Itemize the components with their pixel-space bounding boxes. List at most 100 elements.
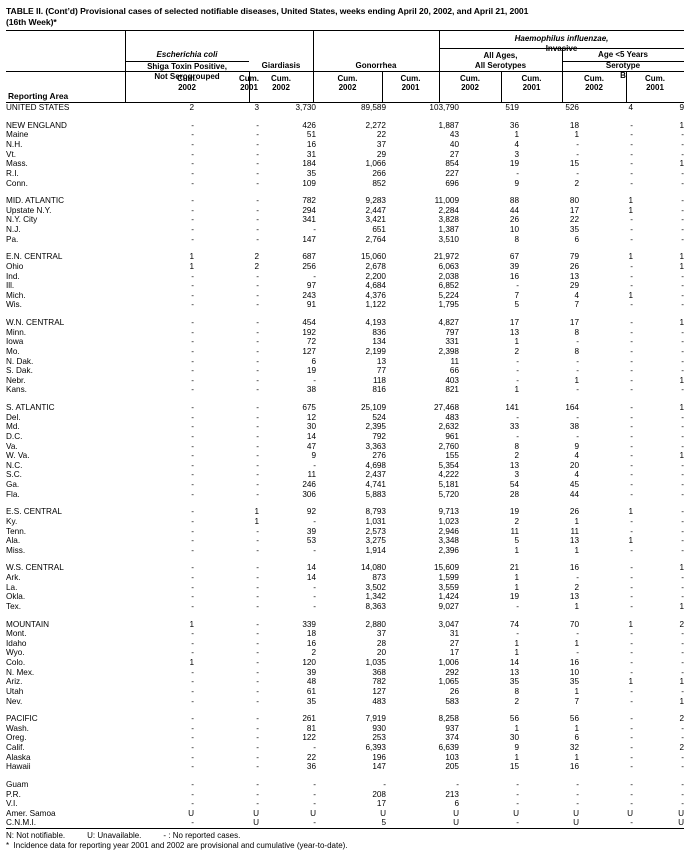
row-value-col6: -	[516, 799, 519, 809]
row-value-col5: 483	[445, 412, 459, 422]
row-value-col4: 852	[372, 178, 386, 188]
row-value-col6: 1	[514, 638, 519, 648]
row-value-col7: -	[576, 149, 579, 159]
row-value-col5: U	[453, 808, 459, 818]
row-value-col8: 1	[628, 252, 633, 262]
row-value-col7: 526	[519, 102, 579, 113]
row-value-col2: -	[256, 638, 259, 648]
row-value-col8: -	[630, 789, 633, 799]
row-value-col3: 51	[306, 130, 316, 140]
row-value-col5: 8,258	[438, 714, 460, 724]
row-value-col9: -	[681, 592, 684, 602]
row-value-col8: -	[630, 178, 633, 188]
row-value-col1: -	[191, 375, 194, 385]
row-value-col5: 2,632	[438, 422, 460, 432]
row-area-label: Upstate N.Y.	[6, 205, 52, 215]
row-value-col7: 16	[569, 563, 579, 573]
row-value-col8: -	[630, 696, 633, 706]
row-area-label: N.C.	[6, 460, 23, 470]
header-col-8-year: 2002	[585, 83, 603, 93]
header-group-age5: Age <5 Years	[598, 50, 648, 60]
row-value-col2: -	[256, 714, 259, 724]
table-row: Miss. - - - 1,914 2,396 1 1 - -	[6, 546, 684, 556]
table-row-spacer	[6, 612, 684, 620]
row-value-col6: 36	[509, 120, 519, 130]
row-value-col9: -	[681, 441, 684, 451]
row-value-col5: -	[456, 779, 459, 789]
table-row: Oreg. - - 122 253 374 30 6 - -	[6, 733, 684, 743]
row-value-col6: 8	[514, 234, 519, 244]
row-value-col5: 31	[449, 629, 459, 639]
row-value-col4: 147	[372, 762, 386, 772]
row-value-col6: -	[516, 629, 519, 639]
row-value-col3: 36	[306, 762, 316, 772]
row-value-col1: 1	[189, 261, 194, 271]
row-value-col2: -	[256, 318, 259, 328]
row-value-col4: 8,363	[365, 601, 387, 611]
row-value-col9: U	[678, 808, 684, 818]
row-value-col6: -	[516, 412, 519, 422]
row-value-col7: 79	[569, 252, 579, 262]
table-row: Fla. - - 306 5,883 5,720 28 44 - -	[6, 490, 684, 500]
row-value-col7: 17	[569, 205, 579, 215]
row-value-col4: 2,573	[365, 526, 387, 536]
row-value-col7: 35	[569, 677, 579, 687]
table-row: La. - - - 3,502 3,559 1 2 - -	[6, 583, 684, 593]
row-value-col8: -	[630, 762, 633, 772]
row-value-col5: 66	[449, 366, 459, 376]
row-value-col9: -	[681, 168, 684, 178]
row-value-col2: -	[256, 234, 259, 244]
row-value-col1: -	[191, 385, 194, 395]
row-value-col7: 8	[574, 346, 579, 356]
row-value-col3: 61	[306, 686, 316, 696]
row-value-col5: 5,181	[438, 480, 460, 490]
table-row: Amer. Samoa U U U U U U U U U	[6, 809, 684, 819]
row-value-col7: 4	[574, 470, 579, 480]
row-value-col6: 3	[514, 470, 519, 480]
row-value-col5: 292	[445, 667, 459, 677]
row-value-col4: 782	[372, 677, 386, 687]
row-value-col7: 1	[574, 516, 579, 526]
row-value-col6: 1	[514, 385, 519, 395]
row-value-col6: 35	[509, 677, 519, 687]
row-value-col2: 1	[254, 516, 259, 526]
row-value-col1: -	[191, 431, 194, 441]
row-value-col4: 2,395	[365, 422, 387, 432]
row-value-col8: 1	[628, 619, 633, 629]
row-value-col8: -	[630, 658, 633, 668]
row-value-col1: -	[191, 234, 194, 244]
table-row: S.C. - - 11 2,437 4,222 3 4 - -	[6, 470, 684, 480]
row-value-col2: -	[256, 536, 259, 546]
header-vrule-5	[382, 71, 383, 104]
row-value-col8: -	[630, 318, 633, 328]
row-value-col7: -	[576, 412, 579, 422]
row-value-col9: -	[681, 733, 684, 743]
table-row-spacer	[6, 113, 684, 121]
row-value-col5: 40	[449, 140, 459, 150]
row-area-label: Maine	[6, 130, 29, 140]
row-area-label: PACIFIC	[6, 714, 38, 724]
row-value-col8: -	[630, 356, 633, 366]
row-value-col3: 246	[302, 480, 316, 490]
header-group-giardiasis: Giardiasis	[261, 61, 301, 71]
row-value-col4: 836	[372, 327, 386, 337]
row-value-col2: U	[253, 808, 259, 818]
row-value-col1: U	[188, 808, 194, 818]
row-value-col3: 22	[306, 752, 316, 762]
table-row: MID. ATLANTIC - - 782 9,283 11,009 88 80 1 -	[6, 196, 684, 206]
row-value-col5: 937	[445, 723, 459, 733]
row-value-col8: -	[630, 686, 633, 696]
row-value-col3: 454	[302, 318, 316, 328]
row-value-col8: -	[630, 346, 633, 356]
row-value-col8: -	[630, 629, 633, 639]
row-value-col3: 12	[306, 412, 316, 422]
row-value-col2: -	[256, 178, 259, 188]
row-value-col2: -	[256, 159, 259, 169]
row-value-col1: -	[191, 460, 194, 470]
table-row: Ky. - 1 - 1,031 1,023 2 1 - -	[6, 517, 684, 527]
row-value-col4: 266	[372, 168, 386, 178]
footnotes: N: Not notifiable. U: Unavailable. - : No …	[6, 831, 684, 851]
header-col-6-year: 2002	[461, 83, 479, 93]
row-value-col5: 5,720	[438, 489, 460, 499]
row-value-col5: 1,065	[438, 677, 460, 687]
